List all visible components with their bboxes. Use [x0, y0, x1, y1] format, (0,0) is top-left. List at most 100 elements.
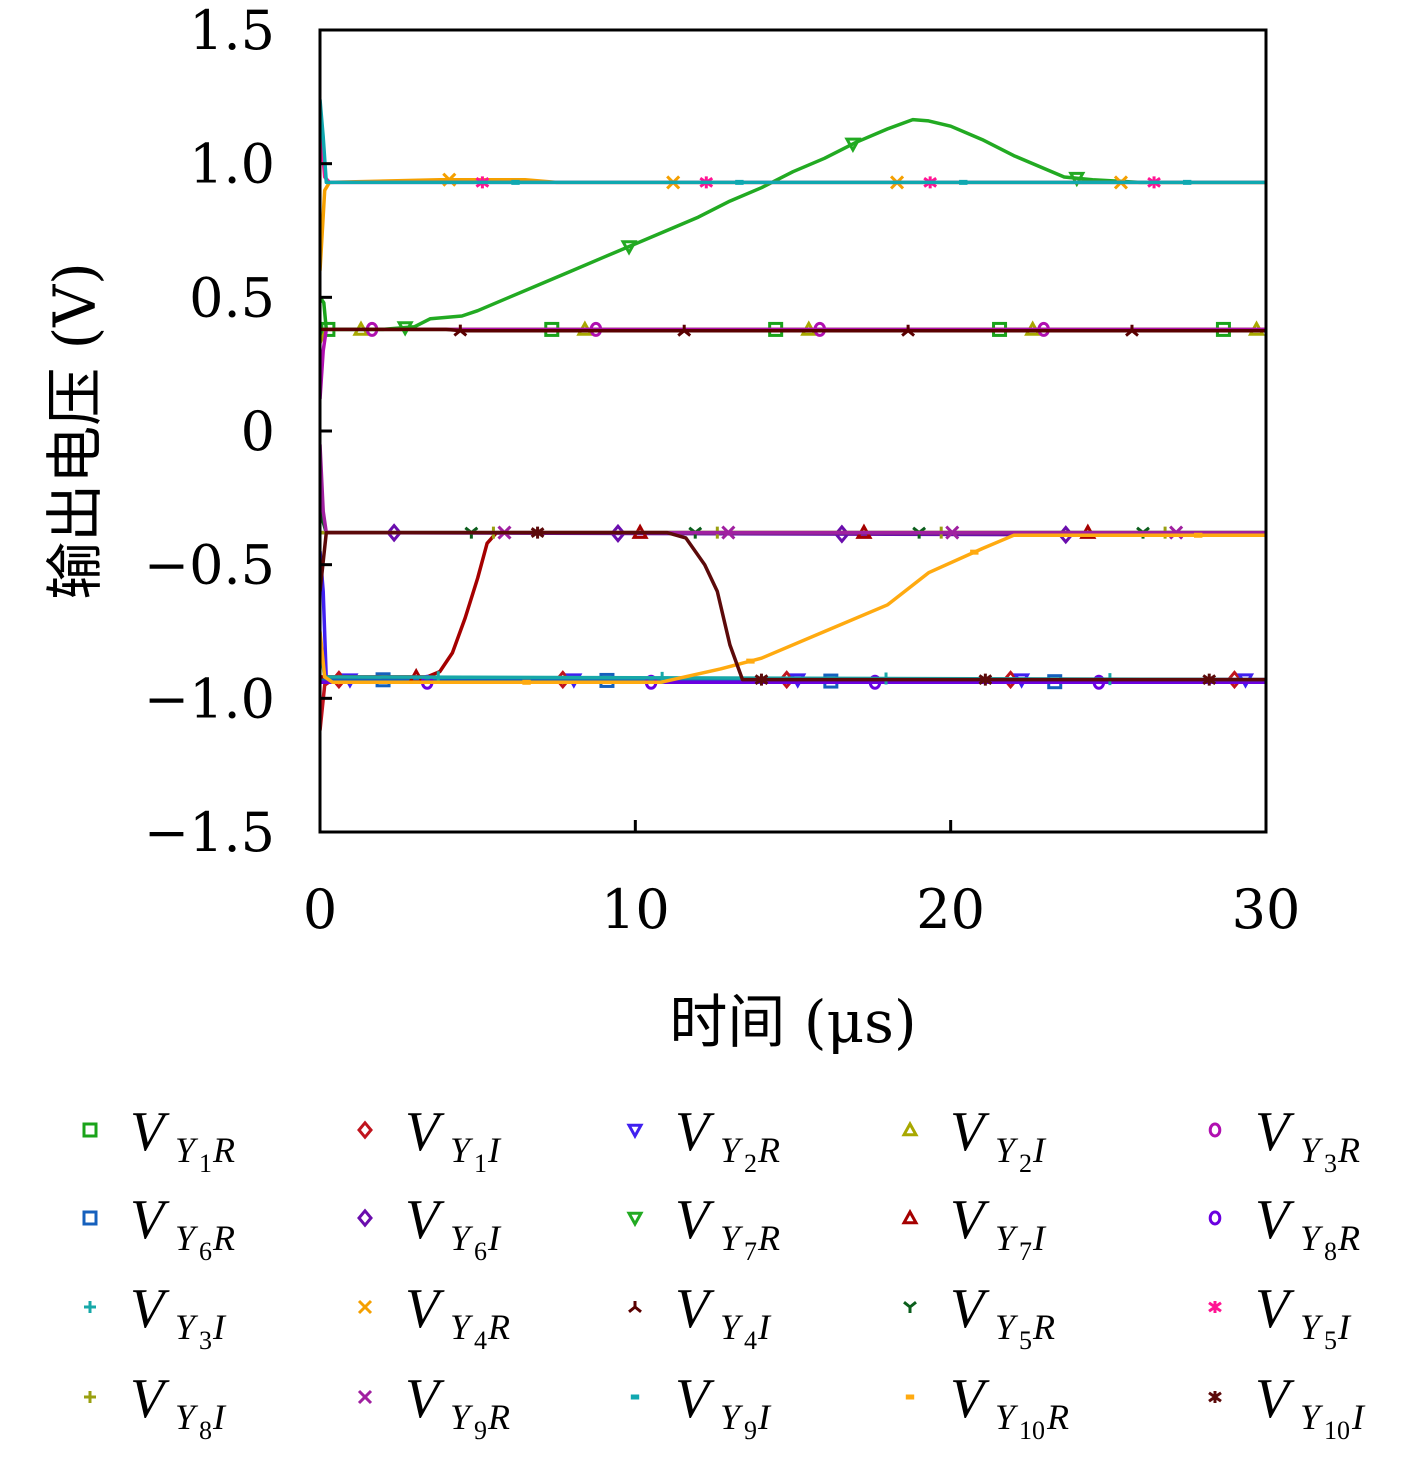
y-tick-label: −0.5 — [144, 534, 275, 597]
series-marker — [844, 137, 862, 153]
legend-label: V — [950, 1368, 990, 1430]
legend-label-sub: Y — [1300, 1307, 1324, 1347]
y-axis-title: 输出电压 (V) — [41, 262, 109, 600]
series-9R — [320, 444, 1266, 540]
series-marker — [721, 525, 736, 540]
legend-marker — [626, 1211, 644, 1228]
series-line — [320, 99, 1266, 185]
series-marker — [901, 324, 916, 337]
legend-label-sub: Y — [995, 1130, 1019, 1170]
legend-label-index: 1 — [199, 1149, 212, 1178]
legend-label-sub: Y — [1300, 1130, 1324, 1170]
x-tick-label: 10 — [601, 878, 670, 941]
legend-label-sub: Y — [1300, 1397, 1324, 1437]
legend-label-tail: I — [212, 1307, 227, 1347]
series-line — [320, 444, 1266, 535]
legend-label-sub: Y — [175, 1397, 199, 1437]
legend-item: V Y 10 R — [905, 1368, 1069, 1445]
legend-label-index: 4 — [744, 1326, 757, 1355]
legend-label: V — [950, 1189, 990, 1251]
legend-label-index: 2 — [1019, 1149, 1032, 1178]
series-line — [320, 117, 1266, 332]
legend-label: V — [1255, 1101, 1295, 1163]
legend-marker — [357, 1389, 373, 1405]
legend-label: V — [1255, 1278, 1295, 1340]
series-marker — [1125, 324, 1139, 337]
legend-label: V — [675, 1189, 715, 1251]
legend-label-tail: R — [1032, 1307, 1055, 1347]
legend-label-index: 3 — [199, 1326, 212, 1355]
legend-label-tail: I — [1032, 1218, 1047, 1258]
legend-label-sub: Y — [720, 1218, 744, 1258]
legend-label: V — [675, 1101, 715, 1163]
plot-frame — [318, 28, 1268, 834]
legend-label: V — [675, 1368, 715, 1430]
series-marker — [677, 324, 692, 337]
series-line — [320, 327, 1266, 333]
legend-label-sub: Y — [995, 1218, 1019, 1258]
legend-marker — [903, 1301, 917, 1313]
legend-label: V — [675, 1278, 715, 1340]
legend-label-tail: I — [1337, 1307, 1352, 1347]
series-marker — [386, 523, 403, 543]
legend-label-index: 10 — [1324, 1416, 1350, 1445]
legend-label-index: 2 — [744, 1149, 757, 1178]
legend-label-sub: Y — [720, 1307, 744, 1347]
legend-label-tail: R — [1337, 1130, 1360, 1170]
legend-marker — [82, 1122, 98, 1138]
series-10I — [320, 526, 1266, 686]
series-marker — [453, 324, 468, 337]
legend-marker — [901, 1120, 919, 1137]
legend-marker — [84, 1301, 96, 1313]
legend-marker — [626, 1123, 644, 1140]
series-line — [320, 177, 1266, 271]
legend-label-tail: R — [212, 1218, 235, 1258]
legend-label-tail: I — [757, 1307, 772, 1347]
legend-marker — [1208, 1391, 1222, 1403]
legend-marker — [82, 1210, 98, 1226]
legend-label-index: 6 — [199, 1237, 212, 1266]
x-tick-label: 0 — [303, 878, 337, 941]
y-tick-label: 0 — [241, 400, 275, 463]
legend-label-sub: Y — [720, 1130, 744, 1170]
series-4I — [320, 324, 1266, 337]
legend-label-tail: I — [1032, 1130, 1047, 1170]
legend-label-tail: R — [1337, 1218, 1360, 1258]
legend-label-tail: R — [1046, 1397, 1069, 1437]
legend-label: V — [130, 1368, 170, 1430]
series-layer — [320, 99, 1266, 731]
legend-label-sub: Y — [450, 1397, 474, 1437]
legend-label-sub: Y — [995, 1307, 1019, 1347]
series-line — [320, 551, 1266, 682]
legend-label: V — [405, 1189, 445, 1251]
y-axis: −1.5 −1.0 −0.5 0 0.5 1.0 1.5 — [144, 0, 332, 864]
legend-label-index: 4 — [474, 1326, 487, 1355]
legend-label-index: 5 — [1324, 1326, 1337, 1355]
legend-label: V — [405, 1278, 445, 1340]
legend-marker — [357, 1208, 373, 1228]
legend-label-index: 5 — [1019, 1326, 1032, 1355]
series-marker — [1092, 674, 1106, 690]
legend-label-sub: Y — [450, 1218, 474, 1258]
legend-marker — [84, 1391, 96, 1403]
legend-label-sub: Y — [450, 1130, 474, 1170]
legend-label: V — [405, 1368, 445, 1430]
series-9I — [320, 99, 1266, 185]
legend-label-index: 8 — [1324, 1237, 1337, 1266]
series-marker — [1226, 670, 1243, 690]
legend-label-sub: Y — [175, 1307, 199, 1347]
